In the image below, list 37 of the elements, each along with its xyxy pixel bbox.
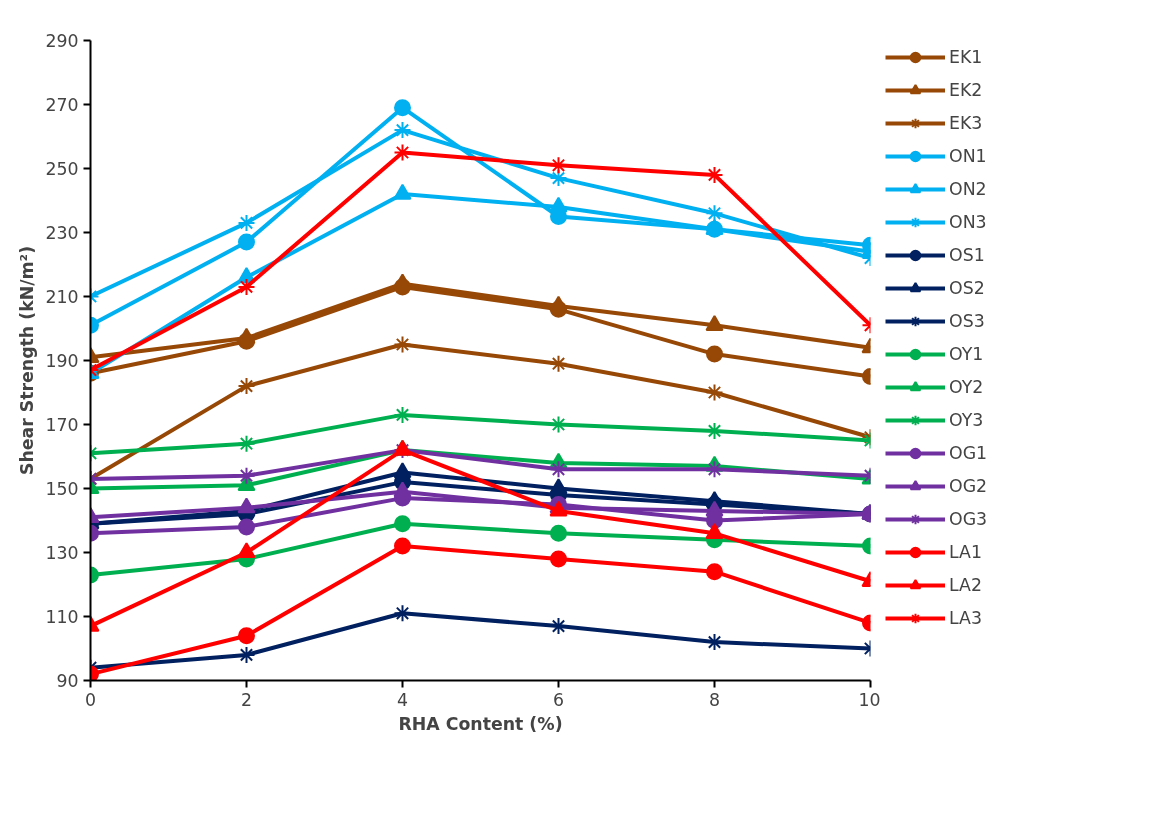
y-tick-label: 150 [45, 479, 79, 499]
legend-label: OG2 [949, 476, 988, 496]
legend-label: EK2 [949, 80, 983, 100]
legend-label: EK3 [949, 113, 983, 133]
y-tick-label: 230 [45, 223, 79, 243]
y-tick-label: 130 [45, 543, 79, 563]
legend-label: LA1 [949, 542, 982, 562]
x-tick-label: 0 [84, 689, 97, 710]
y-tick-label: 250 [45, 159, 79, 179]
x-tick-label: 10 [858, 689, 881, 710]
x-tick-label: 2 [240, 689, 253, 710]
y-tick-label: 210 [45, 287, 79, 307]
legend-label: OS3 [949, 311, 985, 331]
y-axis-title: Shear Strength (kN/m²) [17, 245, 38, 476]
legend-label: OY2 [949, 377, 984, 397]
legend-label: OG1 [949, 443, 988, 463]
legend-label: ON2 [949, 179, 987, 199]
y-tick-label: 190 [45, 351, 79, 371]
y-tick-label: 270 [45, 95, 79, 115]
legend-label: ON1 [949, 146, 987, 166]
legend-label: OY1 [949, 344, 984, 364]
y-tick-label: 170 [45, 415, 79, 435]
legend-label: LA3 [949, 608, 982, 628]
legend-label: LA2 [949, 575, 982, 595]
legend-label: ON3 [949, 212, 987, 232]
legend-label: OS2 [949, 278, 985, 298]
y-tick-label: 290 [45, 31, 79, 51]
x-tick-label: 8 [708, 689, 721, 710]
legend-label: OS1 [949, 245, 985, 265]
legend-label: EK1 [949, 47, 983, 67]
x-tick-label: 4 [396, 689, 409, 710]
legend-label: OY3 [949, 410, 984, 430]
x-tick-label: 6 [552, 689, 565, 710]
legend-label: OG3 [949, 509, 988, 529]
y-tick-label: 90 [56, 671, 79, 691]
y-tick-label: 110 [45, 607, 79, 627]
x-axis-title: RHA Content (%) [398, 713, 563, 734]
